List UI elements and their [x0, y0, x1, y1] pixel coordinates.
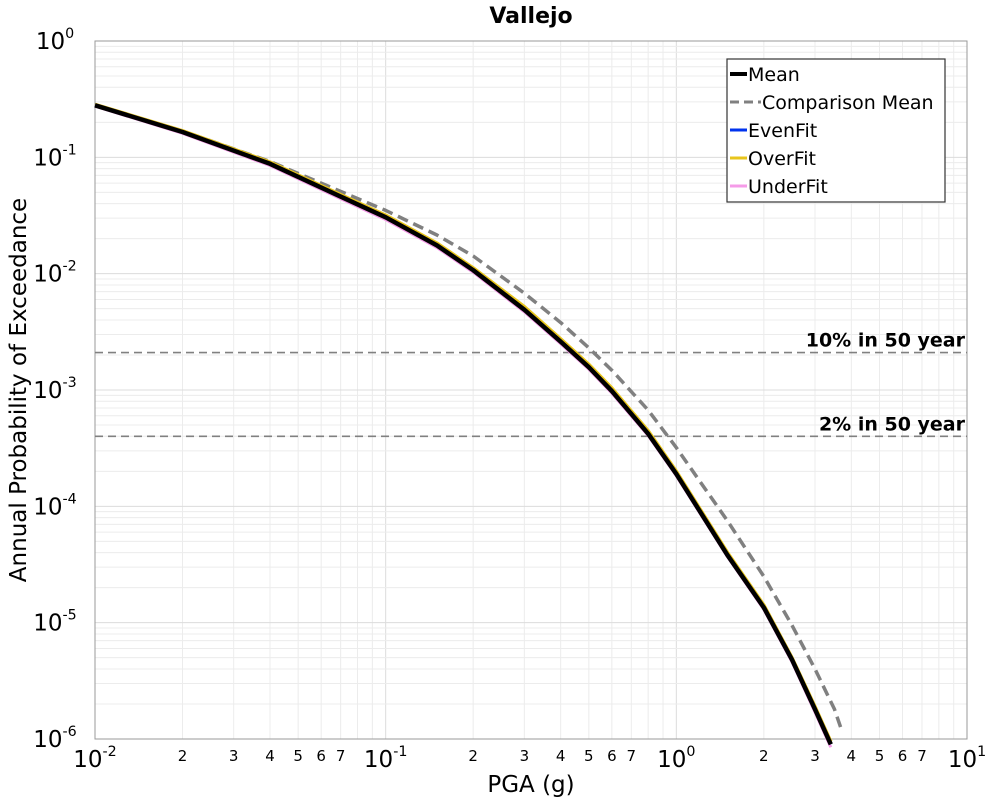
x-tick-label: 100 — [657, 744, 695, 773]
legend-label: OverFit — [748, 148, 816, 170]
y-tick-label: 10-2 — [33, 259, 77, 288]
x-minor-tick-label: 4 — [556, 747, 566, 765]
x-minor-tick-label: 2 — [178, 747, 188, 765]
x-minor-tick-label: 3 — [229, 747, 239, 765]
x-minor-tick-label: 6 — [316, 747, 326, 765]
x-minor-tick-label: 6 — [898, 747, 908, 765]
x-minor-tick-label: 3 — [520, 747, 530, 765]
y-tick-label: 10-1 — [33, 142, 77, 171]
reference-lines: 10% in 50 year 2% in 50 year — [95, 330, 967, 438]
y-tick-label: 100 — [36, 26, 74, 55]
legend-label: UnderFit — [748, 176, 828, 198]
grid — [94, 41, 967, 740]
x-minor-tick-label: 2 — [468, 747, 478, 765]
y-tick-label: 10-4 — [33, 491, 77, 520]
series-line-comparison-mean — [94, 103, 844, 731]
x-minor-tick-label: 4 — [265, 747, 275, 765]
legend-label: Mean — [748, 64, 800, 86]
legend-label: Comparison Mean — [762, 92, 934, 114]
x-minor-tick-label: 5 — [584, 747, 594, 765]
x-minor-tick-label: 7 — [627, 747, 637, 765]
plot-area — [94, 40, 968, 740]
legend-box — [726, 58, 946, 203]
x-minor-tick-label: 7 — [336, 747, 346, 765]
x-tick-label: 10-1 — [364, 744, 408, 773]
legend: Mean Comparison Mean EvenFit OverFit UnderFi… — [726, 58, 946, 203]
x-tick-label: 101 — [948, 744, 986, 773]
series-line-mean — [94, 103, 833, 746]
x-minor-tick-label: 7 — [917, 747, 927, 765]
x-minor-tick-label: 2 — [759, 747, 769, 765]
data-series — [94, 102, 844, 748]
x-minor-tick-label: 5 — [875, 747, 885, 765]
y-tick-label: 10-5 — [33, 608, 77, 637]
y-axis-label: Annual Probability of Exceedance — [6, 198, 32, 582]
legend-label: EvenFit — [748, 120, 817, 142]
x-minor-tick-label: 6 — [607, 747, 617, 765]
x-tick-label: 10-2 — [73, 744, 117, 773]
chart-title: Vallejo — [489, 4, 572, 29]
x-minor-tick-label: 4 — [847, 747, 857, 765]
y-tick-label: 10-3 — [33, 375, 77, 404]
x-axis-label: PGA (g) — [487, 772, 574, 798]
reference-line-label: 10% in 50 year — [806, 330, 966, 352]
x-minor-tick-label: 3 — [810, 747, 820, 765]
x-minor-tick-label: 5 — [293, 747, 303, 765]
reference-line-label: 2% in 50 year — [819, 413, 966, 435]
y-tick-label: 10-6 — [33, 724, 77, 753]
